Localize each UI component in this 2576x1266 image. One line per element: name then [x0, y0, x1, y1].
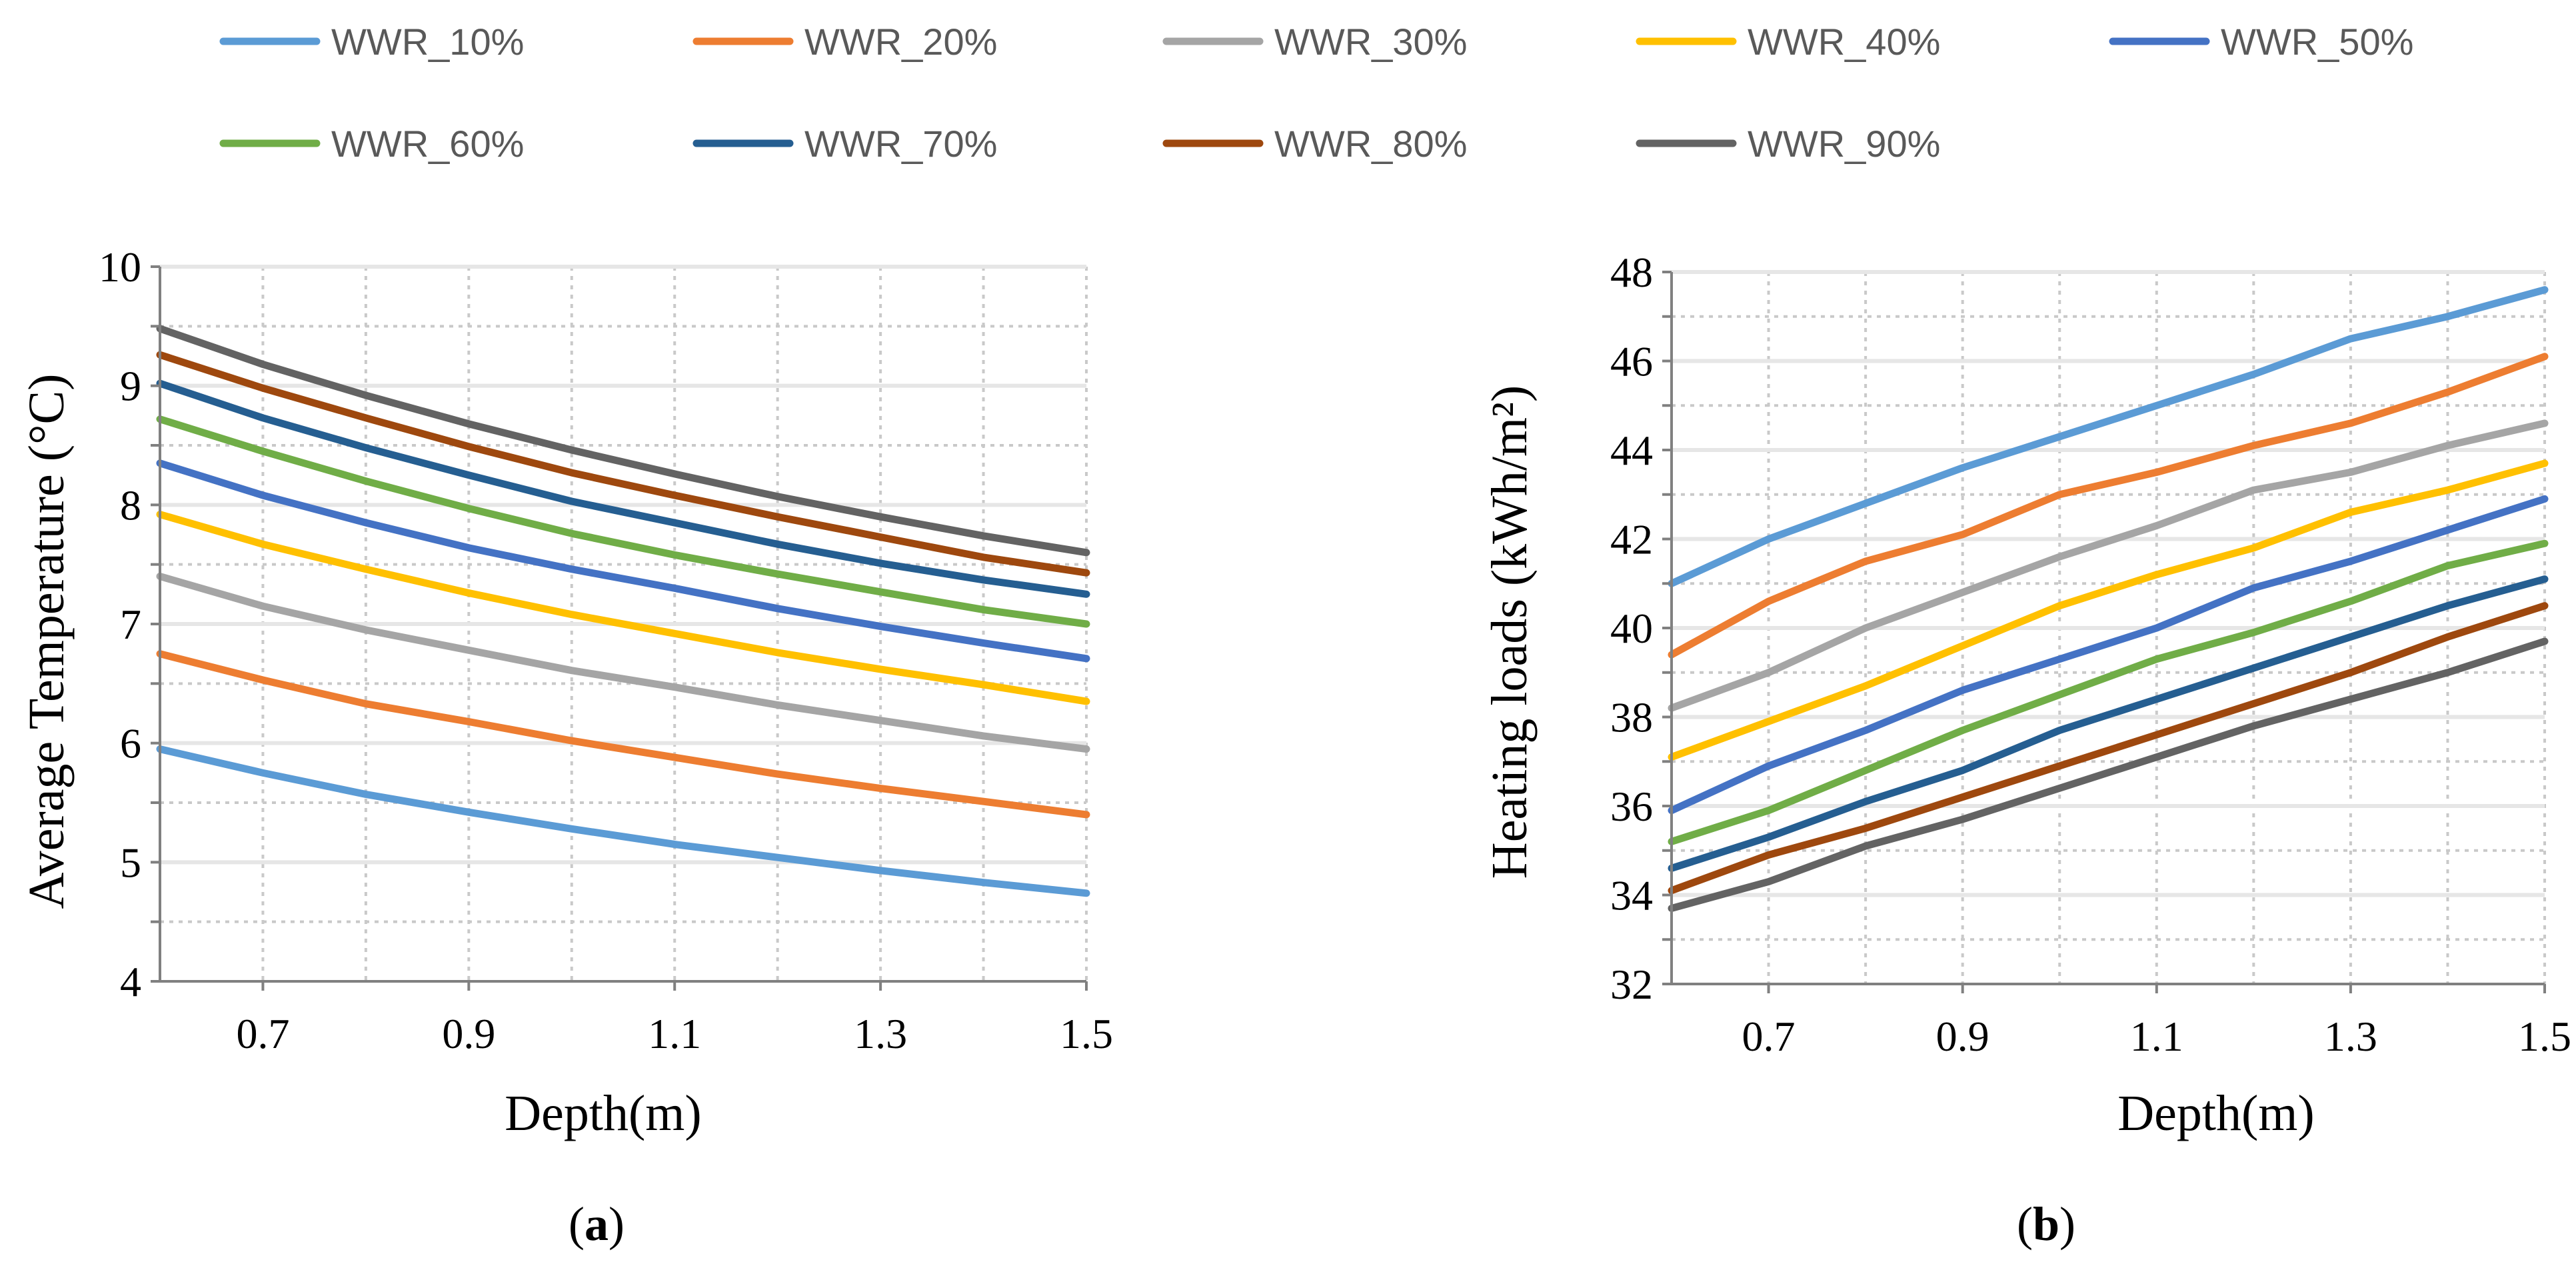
panel-b-xlabel: Depth(m) [2117, 1085, 2314, 1141]
series-line [1668, 353, 2549, 659]
series-line [1668, 459, 2549, 761]
x-tick-label: 0.9 [442, 1010, 495, 1057]
panel-b-chart: 32 34 36 38 40 42 44 46 48 0.7 0.9 1.1 1.3 1.5 Depth(… [1482, 249, 2571, 1251]
x-tick-label: 1.3 [854, 1010, 907, 1057]
y-tick-label: 46 [1610, 338, 1653, 385]
legend-item: WWR_50% [2109, 21, 2413, 63]
panel-a-chart: 4 5 6 7 8 9 10 0.7 0.9 1.1 1.3 1.5 Depth(m) Average… [19, 243, 1113, 1251]
legend-label: WWR_90% [1748, 123, 1940, 165]
series-line [156, 351, 1090, 577]
y-tick-label: 44 [1610, 427, 1653, 474]
x-tick-label: 0.9 [1936, 1013, 1989, 1060]
legend-label: WWR_20% [804, 21, 997, 63]
y-tick-label: 9 [120, 363, 141, 410]
series-line [1668, 419, 2549, 712]
legend-item: WWR_80% [1162, 123, 1467, 165]
x-tick-label: 1.5 [1060, 1010, 1113, 1057]
legend-item: WWR_30% [1162, 21, 1467, 63]
series-line [156, 325, 1090, 557]
y-tick-label: 38 [1610, 694, 1653, 741]
legend-item: WWR_40% [1636, 21, 1940, 63]
series-line [156, 650, 1090, 819]
y-tick-label: 48 [1610, 249, 1653, 296]
series-line [1668, 495, 2549, 815]
y-tick-label: 40 [1610, 605, 1653, 652]
legend-label: WWR_30% [1274, 21, 1467, 63]
panel-b-label: (b) [2017, 1197, 2075, 1251]
legend-label: WWR_40% [1748, 21, 1940, 63]
legend-label: WWR_70% [804, 123, 997, 165]
x-tick-label: 1.5 [2518, 1013, 2571, 1060]
series-line [156, 573, 1090, 753]
legend-item: WWR_90% [1636, 123, 1940, 165]
panel-a-series [156, 325, 1090, 897]
series-line [156, 459, 1090, 663]
series-line [1668, 602, 2549, 895]
panel-b-ylabel: Heating loads (kWh/m²) [1482, 385, 1538, 879]
legend-item: WWR_20% [692, 21, 997, 63]
legend: WWR_10% WWR_20% WWR_30% WWR_40% WWR_50% WWR_6… [219, 21, 2413, 165]
legend-item: WWR_60% [219, 123, 524, 165]
legend-label: WWR_10% [331, 21, 524, 63]
x-tick-label: 1.3 [2324, 1013, 2377, 1060]
panel-a-ylabel: Average Temperature (°C) [19, 374, 75, 909]
y-tick-label: 4 [120, 958, 141, 1005]
y-tick-label: 8 [120, 481, 141, 529]
panel-b-series [1668, 286, 2549, 912]
panel-a-label: (a) [569, 1197, 625, 1251]
series-line [156, 415, 1090, 628]
series-line [156, 745, 1090, 897]
series-line [1668, 575, 2549, 872]
series-line [1668, 637, 2549, 912]
series-line [1668, 286, 2549, 587]
legend-label: WWR_60% [331, 123, 524, 165]
y-tick-label: 5 [120, 839, 141, 886]
y-tick-label: 42 [1610, 516, 1653, 563]
panel-a-axes: 4 5 6 7 8 9 10 0.7 0.9 1.1 1.3 1.5 [99, 243, 1113, 1057]
panel-b-grid [1672, 270, 2546, 984]
y-tick-label: 32 [1610, 961, 1653, 1008]
panel-b-axes: 32 34 36 38 40 42 44 46 48 0.7 0.9 1.1 1.3 1.5 [1610, 249, 2571, 1060]
legend-item: WWR_10% [219, 21, 524, 63]
y-tick-label: 36 [1610, 783, 1653, 830]
series-line [156, 511, 1090, 705]
legend-label: WWR_50% [2221, 21, 2413, 63]
series-line [156, 379, 1090, 598]
x-tick-label: 0.7 [1742, 1013, 1796, 1060]
series-line [1668, 539, 2549, 845]
y-tick-label: 10 [99, 243, 141, 291]
y-tick-label: 34 [1610, 872, 1653, 919]
panel-a-xlabel: Depth(m) [505, 1085, 701, 1141]
legend-item: WWR_70% [692, 123, 997, 165]
y-tick-label: 7 [120, 601, 141, 648]
y-tick-label: 6 [120, 720, 141, 767]
x-tick-label: 1.1 [648, 1010, 701, 1057]
x-tick-label: 1.1 [2130, 1013, 2183, 1060]
x-tick-label: 0.7 [236, 1010, 289, 1057]
legend-label: WWR_80% [1274, 123, 1467, 165]
